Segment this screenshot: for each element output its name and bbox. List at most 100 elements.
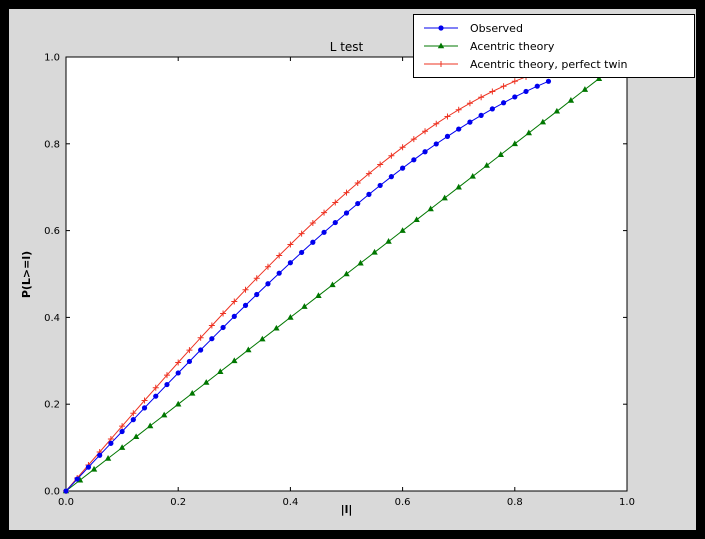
marker-plus <box>130 410 137 417</box>
y-tick-label: 0.6 <box>44 226 60 237</box>
marker-plus <box>438 61 444 67</box>
marker-triangle <box>259 335 266 342</box>
x-tick-label: 0.2 <box>170 497 186 508</box>
marker-circle <box>254 291 260 298</box>
legend-item-observed: Observed <box>422 19 686 37</box>
marker-triangle <box>146 422 154 429</box>
marker-triangle <box>273 324 280 331</box>
marker-triangle <box>553 107 561 114</box>
marker-triangle <box>357 259 364 266</box>
legend-item-acentric-theory-perfect-twin: Acentric theory, perfect twin <box>422 55 686 73</box>
marker-triangle <box>399 227 406 233</box>
marker-triangle <box>90 465 98 472</box>
marker-plus <box>186 347 193 354</box>
marker-plus <box>163 372 170 379</box>
marker-circle <box>321 229 327 235</box>
marker-circle <box>478 112 484 118</box>
marker-plus <box>455 106 462 113</box>
marker-circle <box>209 336 215 342</box>
marker-plus <box>332 199 339 206</box>
marker-plus <box>354 179 361 186</box>
marker-plus <box>242 286 249 293</box>
series-acentric-theory-line <box>65 67 614 492</box>
marker-triangle <box>567 97 575 103</box>
marker-plus <box>298 230 305 237</box>
marker-triangle <box>511 140 518 147</box>
series-observed <box>63 78 552 494</box>
marker-circle <box>523 88 529 95</box>
marker-circle <box>97 452 103 458</box>
marker-plus <box>309 220 316 227</box>
marker-circle <box>141 405 148 411</box>
marker-triangle <box>469 172 476 179</box>
marker-triangle <box>413 216 420 223</box>
x-axis-label: |l| <box>340 503 353 516</box>
marker-triangle <box>132 433 140 440</box>
marker-triangle <box>287 314 294 320</box>
marker-circle <box>287 260 293 266</box>
legend-sample-observed-line <box>424 25 458 31</box>
marker-triangle <box>581 86 589 92</box>
chart-title: L test <box>329 40 364 54</box>
y-tick-label: 1.0 <box>44 53 60 64</box>
marker-circle <box>119 428 125 435</box>
marker-plus <box>433 120 440 127</box>
x-tick-label: 0.6 <box>395 497 411 508</box>
y-tick-label: 0.2 <box>44 400 60 411</box>
marker-plus <box>220 310 227 317</box>
x-tick-label: 0.0 <box>58 497 74 508</box>
marker-circle <box>545 78 552 84</box>
marker-triangle <box>437 42 445 49</box>
marker-triangle <box>329 281 336 288</box>
legend-sample-acentric-theory-line <box>424 42 458 49</box>
y-axis-label-container: P(L>=l) <box>13 57 41 491</box>
marker-plus <box>287 241 294 248</box>
marker-circle <box>489 106 495 112</box>
marker-plus <box>208 322 215 329</box>
marker-triangle <box>427 205 434 212</box>
marker-triangle <box>539 118 547 125</box>
marker-circle <box>85 464 92 470</box>
marker-plus <box>399 144 406 151</box>
marker-circle <box>467 119 473 125</box>
marker-triangle <box>595 75 603 81</box>
marker-triangle <box>231 357 238 364</box>
marker-triangle <box>483 162 490 168</box>
marker-triangle <box>245 346 252 353</box>
marker-circle <box>198 347 204 353</box>
marker-circle <box>355 200 361 207</box>
x-tick-label: 0.4 <box>282 497 298 508</box>
marker-triangle <box>175 400 182 407</box>
marker-circle <box>310 239 316 245</box>
legend-sample-acentric-theory-perfect-twin-line <box>424 61 458 67</box>
marker-plus <box>197 334 204 341</box>
marker-circle <box>276 270 282 276</box>
marker-circle <box>512 94 518 100</box>
marker-circle <box>456 126 462 132</box>
marker-plus <box>388 152 395 159</box>
marker-triangle <box>217 368 224 374</box>
legend-label-acentric-theory-perfect-twin: Acentric theory, perfect twin <box>470 57 628 71</box>
marker-triangle <box>104 455 112 461</box>
marker-circle <box>108 440 114 446</box>
marker-triangle <box>315 292 322 298</box>
marker-circle <box>377 182 383 189</box>
marker-circle <box>242 302 249 308</box>
marker-triangle <box>160 411 168 418</box>
y-tick-label: 0.8 <box>44 139 60 150</box>
marker-circle <box>438 25 444 31</box>
marker-circle <box>186 358 193 365</box>
marker-plus <box>489 88 496 95</box>
marker-circle <box>500 100 507 106</box>
marker-circle <box>175 370 181 376</box>
marker-plus <box>444 113 451 120</box>
marker-plus <box>231 298 238 305</box>
marker-circle <box>400 165 406 171</box>
marker-plus <box>422 128 429 135</box>
marker-plus <box>253 275 260 282</box>
marker-triangle <box>441 194 448 201</box>
plot-area: 0.0 0.2 0.4 0.6 0.8 1.0 0.0 0.2 0.4 0.6 0.8 1.0 <box>44 53 635 509</box>
marker-triangle <box>371 248 378 255</box>
marker-plus <box>410 136 417 143</box>
